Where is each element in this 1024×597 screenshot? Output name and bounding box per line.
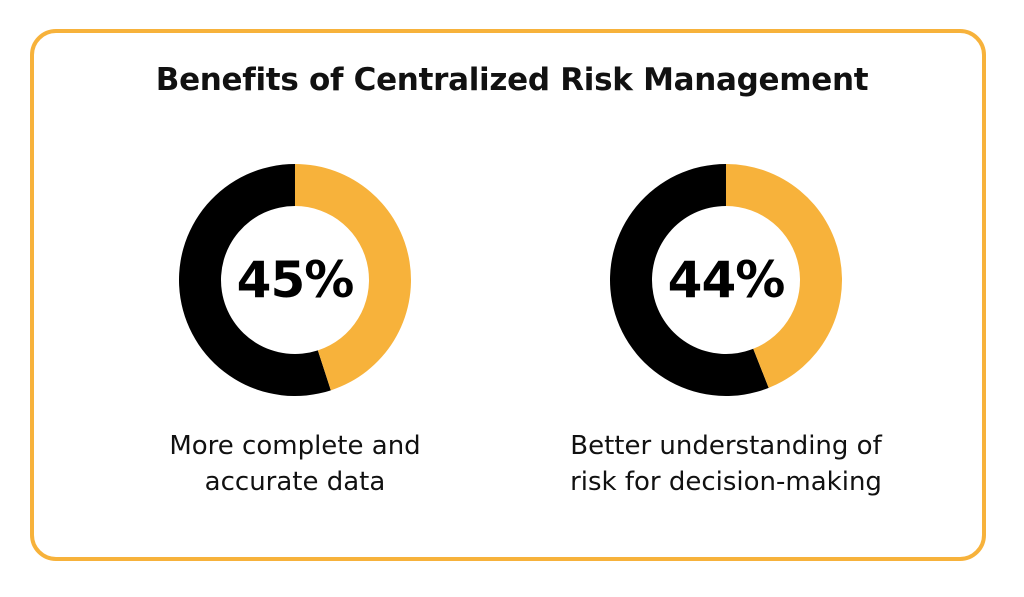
donut-segment-remainder bbox=[610, 164, 769, 396]
donut-svg bbox=[610, 164, 842, 396]
donut-chart-risk-understanding: 44% bbox=[610, 164, 842, 396]
donut-segment-value bbox=[295, 164, 411, 391]
caption-line: Better understanding of bbox=[570, 431, 882, 461]
caption-line: risk for decision-making bbox=[570, 467, 882, 497]
donut-caption-complete-data: More complete and accurate data bbox=[105, 428, 485, 500]
page-title: Benefits of Centralized Risk Management bbox=[155, 62, 869, 98]
donut-segment-value bbox=[726, 164, 842, 388]
donut-chart-complete-data: 45% bbox=[179, 164, 411, 396]
caption-line: More complete and bbox=[169, 431, 421, 461]
caption-line: accurate data bbox=[204, 467, 386, 497]
donut-segment-remainder bbox=[179, 164, 331, 396]
donut-caption-risk-understanding: Better understanding of risk for decisio… bbox=[536, 428, 916, 500]
donut-center-label: 45% bbox=[236, 251, 355, 309]
donut-center-label: 44% bbox=[667, 251, 786, 309]
donut-svg bbox=[179, 164, 411, 396]
